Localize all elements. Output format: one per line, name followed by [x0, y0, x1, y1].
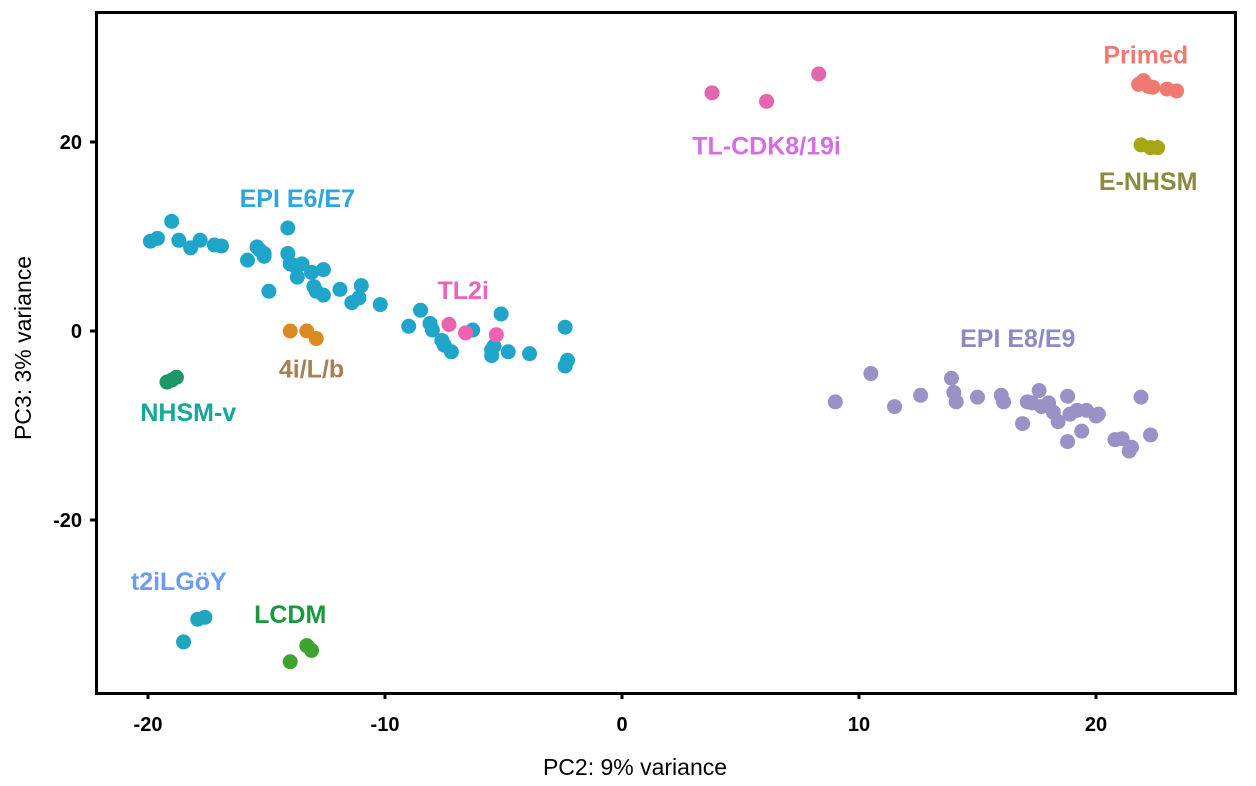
data-point — [401, 318, 417, 334]
group-label: 4i/L/b — [279, 355, 344, 383]
data-point — [441, 316, 457, 332]
series-tl2i — [441, 316, 504, 343]
x-tick-label: 20 — [1085, 714, 1107, 736]
group-label: t2iLGöY — [131, 568, 227, 596]
data-point — [827, 394, 843, 410]
data-point — [1031, 383, 1047, 399]
data-point — [304, 642, 320, 658]
x-tick-label: 0 — [616, 714, 627, 736]
data-point — [1145, 79, 1161, 95]
data-point — [458, 325, 474, 341]
data-point — [948, 394, 964, 410]
data-point — [256, 248, 272, 264]
data-point — [1169, 83, 1185, 99]
group-label: TL2i — [438, 277, 489, 305]
y-axis: -20 0 20 — [53, 132, 96, 532]
data-point — [488, 327, 504, 343]
series-epi-e6-e7 — [142, 213, 575, 374]
x-axis-title: PC2: 9% variance — [543, 754, 727, 780]
y-tick-label: 20 — [60, 132, 82, 154]
group-labels-layer: EPI E6/E7 EPI E8/E9 Primed E-NHSM TL-CDK8/19… — [131, 42, 1198, 629]
data-point — [168, 369, 184, 385]
series-e-nhsm — [1133, 137, 1166, 156]
x-tick-label: -10 — [371, 714, 400, 736]
data-point — [1060, 434, 1076, 450]
data-point — [240, 252, 256, 268]
data-point — [1060, 388, 1076, 404]
data-point — [149, 230, 165, 246]
group-label: TL-CDK8/19i — [692, 132, 841, 160]
data-point — [759, 93, 775, 109]
data-point — [176, 634, 192, 650]
data-point — [443, 344, 459, 360]
data-point — [1090, 406, 1106, 422]
group-label: E-NHSM — [1099, 168, 1198, 196]
data-point — [996, 394, 1012, 410]
y-tick-label: -20 — [53, 510, 82, 532]
data-point — [1074, 423, 1090, 439]
data-point — [943, 370, 959, 386]
data-point — [280, 220, 296, 236]
data-point — [486, 338, 502, 354]
x-axis: -20 -10 0 10 20 — [134, 693, 1107, 736]
x-tick-label: 10 — [848, 714, 870, 736]
data-point — [372, 297, 388, 313]
y-tick-label: 0 — [71, 321, 82, 343]
group-label: NHSM-v — [140, 399, 236, 427]
data-point — [164, 213, 180, 229]
group-label: EPI E8/E9 — [960, 325, 1075, 353]
group-label: LCDM — [254, 601, 326, 629]
data-point — [282, 654, 298, 670]
data-point — [557, 319, 573, 335]
data-point — [704, 85, 720, 101]
series-nhsm-v — [159, 369, 184, 390]
series-4i-l-b — [282, 323, 324, 347]
data-point — [970, 389, 985, 405]
series-lcdm — [282, 638, 320, 670]
data-point — [332, 281, 348, 297]
data-point — [522, 346, 538, 362]
data-point — [353, 278, 369, 294]
group-label: EPI E6/E7 — [240, 185, 355, 213]
plot-frame — [95, 11, 1237, 695]
data-point — [213, 238, 229, 254]
x-tick-label: -20 — [134, 714, 163, 736]
data-point — [1050, 414, 1066, 430]
data-point — [261, 283, 277, 299]
data-point — [315, 287, 331, 303]
data-point — [1124, 439, 1140, 455]
series-primed — [1131, 73, 1185, 99]
data-point — [282, 323, 298, 339]
data-point — [559, 352, 575, 368]
data-point — [289, 269, 305, 285]
data-point — [811, 66, 827, 82]
data-point — [887, 399, 903, 415]
data-point — [1143, 427, 1159, 443]
data-point — [913, 387, 929, 403]
data-point — [304, 264, 320, 280]
data-point — [197, 609, 213, 625]
y-axis-title: PC3: 3% variance — [10, 256, 36, 440]
data-point — [315, 262, 331, 278]
data-point — [308, 331, 324, 347]
data-point — [1150, 140, 1166, 156]
data-point — [493, 306, 509, 322]
data-point — [500, 344, 516, 360]
data-point — [424, 322, 440, 338]
data-point — [1133, 389, 1149, 405]
series-t2ilg-y — [176, 609, 213, 650]
data-point — [171, 232, 187, 248]
points-layer — [142, 66, 1185, 670]
group-label: Primed — [1103, 42, 1188, 70]
series-epi-e8-e9 — [827, 366, 1159, 459]
series-tl-cdk8-19i — [704, 66, 827, 109]
data-point — [192, 232, 208, 248]
data-point — [413, 302, 429, 318]
data-point — [351, 290, 367, 306]
data-point — [863, 366, 879, 382]
data-point — [1015, 416, 1031, 432]
